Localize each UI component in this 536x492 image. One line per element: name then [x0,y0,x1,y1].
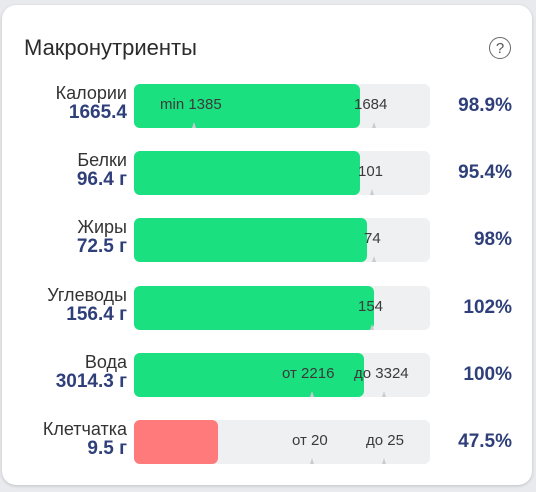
max-tick [370,324,374,330]
min-label: от 2216 [282,365,335,382]
max-label: 154 [358,298,384,315]
nutrient-value: 1665.4 [68,102,127,123]
nutrient-label: Белки 96.4 г [77,150,127,190]
nutrient-name: Калории [55,83,127,103]
nutrient-name: Углеводы [47,285,127,305]
nutrient-row-protein: Белки 96.4 г 101 95.4% [2,150,532,198]
nutrient-label: Клетчатка 9.5 г [43,419,127,459]
min-label: min 1385 [160,96,222,113]
progress-track: 154 [134,286,430,330]
progress-fill [134,420,218,464]
nutrient-value: 72.5 г [76,236,127,257]
nutrient-row-calories: Калории 1665.4 min 1385 1684 98.9% [2,83,532,131]
progress-fill [134,353,364,397]
nutrient-value: 96.4 г [76,169,127,190]
nutrient-value: 156.4 г [66,304,127,325]
nutrient-value: 9.5 г [87,438,127,459]
max-tick [372,256,376,262]
min-tick [310,458,314,464]
max-label: до 25 [366,432,404,449]
macronutrients-card: Макронутриенты ? Калории 1665.4 min 1385… [2,5,532,485]
max-label: 101 [358,163,384,180]
percent-value: 100% [463,364,512,385]
progress-fill [134,218,367,262]
nutrient-name: Жиры [77,217,127,237]
percent-value: 95.4% [458,162,512,183]
max-label: 1684 [354,96,388,113]
max-tick [382,458,386,464]
max-label: до 3324 [354,365,409,382]
progress-track: 74 [134,218,430,262]
min-tick [310,391,314,397]
percent-value: 47.5% [458,431,512,452]
percent-value: 102% [463,297,512,318]
nutrient-row-fat: Жиры 72.5 г 74 98% [2,217,532,265]
progress-fill [134,151,360,195]
progress-track: 101 [134,151,430,195]
min-tick [192,122,196,128]
nutrient-label: Жиры 72.5 г [77,217,127,257]
progress-track: min 1385 1684 [134,84,430,128]
nutrient-name: Вода [84,352,127,372]
max-tick [382,391,386,397]
nutrient-row-fiber: Клетчатка 9.5 г от 20 до 25 47.5% [2,419,532,467]
nutrient-name: Белки [77,150,127,170]
nutrient-label: Вода 3014.3 г [56,352,127,392]
nutrient-row-water: Вода 3014.3 г от 2216 до 3324 100% [2,352,532,400]
question-circle-icon[interactable]: ? [489,37,511,59]
min-label: от 20 [292,432,328,449]
progress-fill [134,286,374,330]
max-label: 74 [364,230,381,247]
percent-value: 98.9% [458,95,512,116]
percent-value: 98% [473,229,512,250]
progress-fill [134,84,360,128]
nutrient-label: Углеводы 156.4 г [47,285,127,325]
nutrient-name: Клетчатка [42,419,127,439]
progress-track: от 2216 до 3324 [134,353,430,397]
max-tick [372,122,376,128]
max-tick [370,189,374,195]
nutrient-label: Калории 1665.4 [56,83,127,123]
nutrient-row-carbs: Углеводы 156.4 г 154 102% [2,285,532,333]
nutrient-value: 3014.3 г [55,371,127,392]
progress-track: от 20 до 25 [134,420,430,464]
card-title: Макронутриенты [24,35,197,60]
